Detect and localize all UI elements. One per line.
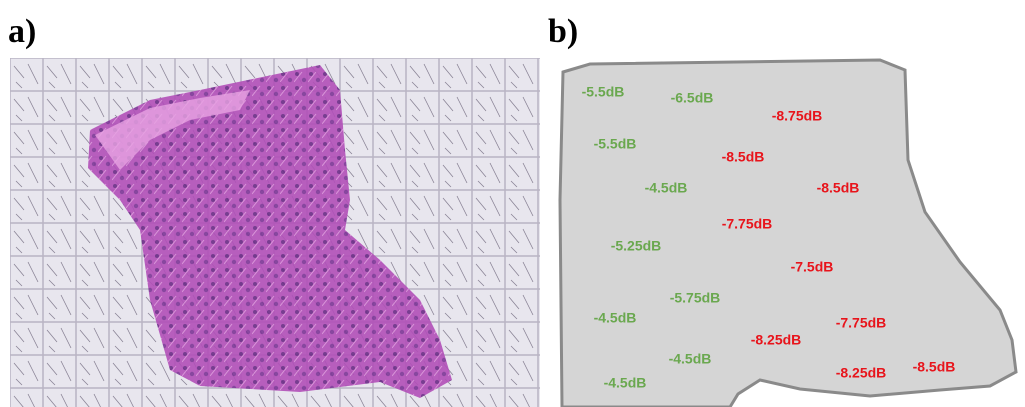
attenuation-label: -7.75dB	[836, 315, 887, 331]
attenuation-label: -8.5dB	[817, 180, 860, 196]
attenuation-label: -7.75dB	[722, 216, 773, 232]
attenuation-label: -8.5dB	[722, 149, 765, 165]
attenuation-label: -8.25dB	[751, 332, 802, 348]
attenuation-label: -6.5dB	[671, 90, 714, 106]
attenuation-label: -4.5dB	[594, 310, 637, 326]
attenuation-label: -5.75dB	[670, 290, 721, 306]
attenuation-label: -5.5dB	[594, 136, 637, 152]
attenuation-label: -4.5dB	[604, 375, 647, 391]
panel-label: b)	[548, 13, 578, 50]
attenuation-label: -7.5dB	[791, 259, 834, 275]
panel-label: a)	[8, 13, 36, 50]
attenuation-label: -8.75dB	[772, 108, 823, 124]
attenuation-label: -8.25dB	[836, 365, 887, 381]
figure: a) b) -5.5dB -6.5dB -5.5dB -4.5dB -5.25dB -5.…	[0, 0, 1025, 407]
attenuation-label: -5.5dB	[582, 84, 625, 100]
attenuation-label: -4.5dB	[645, 180, 688, 196]
attenuation-label: -8.5dB	[913, 359, 956, 375]
attenuation-label: -4.5dB	[669, 351, 712, 367]
attenuation-label: -5.25dB	[611, 238, 662, 254]
